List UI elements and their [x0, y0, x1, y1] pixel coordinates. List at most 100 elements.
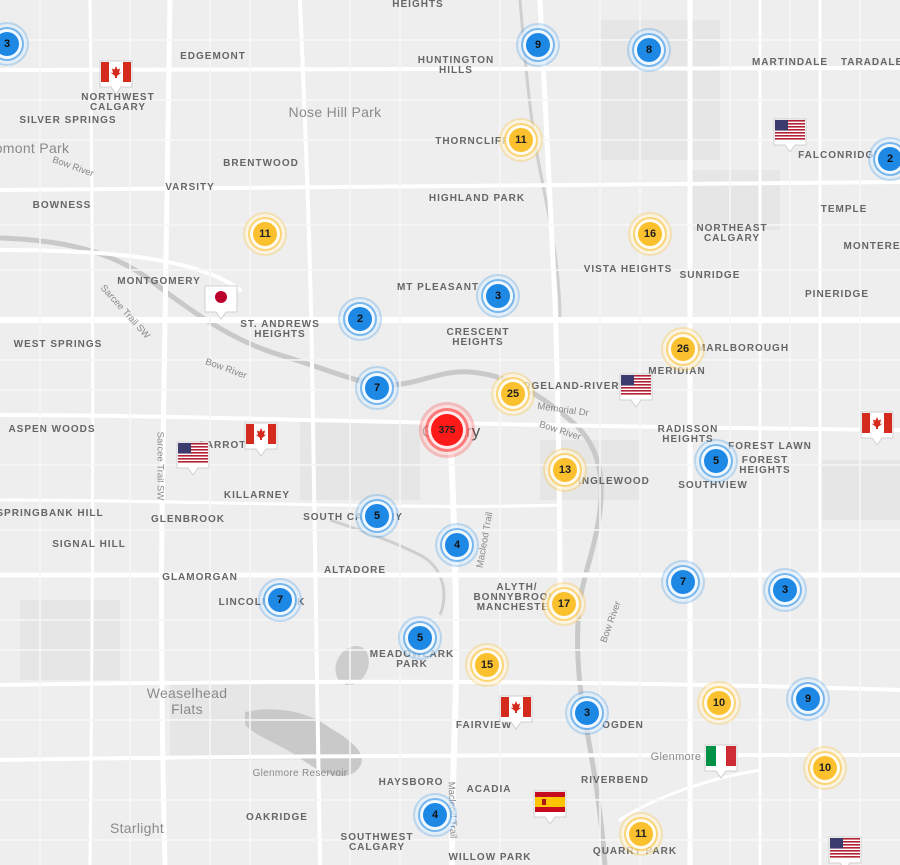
neighbourhood-label: HUNTINGTON HILLS [417, 55, 495, 76]
neighbourhood-label: RADISSON HEIGHTS [657, 424, 719, 445]
neighbourhood-label: NORTHWEST CALGARY [81, 92, 155, 113]
road-label: Macleod Trail [445, 781, 459, 839]
blue-cluster-marker[interactable]: 5 [704, 449, 728, 473]
neighbourhood-label: VARSITY [165, 182, 215, 193]
blue-cluster-marker[interactable]: 2 [878, 147, 900, 171]
yellow-cluster-marker[interactable]: 11 [629, 822, 653, 846]
yellow-cluster-marker[interactable]: 13 [553, 458, 577, 482]
cluster-count: 7 [276, 594, 284, 606]
neighbourhood-label: MEADOWLARK PARK [369, 649, 455, 670]
usa-flag-marker[interactable] [828, 836, 862, 865]
cluster-count: 375 [438, 424, 456, 436]
neighbourhood-label: WILLOW PARK [448, 852, 532, 863]
usa-flag-marker[interactable] [176, 441, 210, 481]
neighbourhood-label: MARLBOROUGH [696, 343, 790, 354]
canada-flag-marker[interactable] [860, 411, 894, 451]
neighbourhood-label: HIGHLAND PARK [428, 193, 526, 204]
cluster-count: 2 [356, 313, 364, 325]
neighbourhood-label: CRESCENT HEIGHTS [446, 327, 510, 348]
cluster-count: 13 [558, 464, 572, 476]
neighbourhood-label: MONTERE [843, 241, 900, 252]
canada-flag-marker[interactable] [99, 60, 133, 100]
blue-cluster-marker[interactable]: 3 [486, 284, 510, 308]
cluster-count: 9 [534, 39, 542, 51]
park-label: Starlight [109, 820, 165, 836]
neighbourhood-label: RIVERBEND [581, 775, 649, 786]
neighbourhood-label: OGDEN [602, 720, 644, 731]
usa-flag-marker[interactable] [773, 118, 807, 158]
neighbourhood-label: ACADIA [466, 784, 512, 795]
japan-flag-marker[interactable] [204, 285, 238, 325]
neighbourhood-label: INGLEWOOD [578, 476, 650, 487]
neighbourhood-label: SUNRIDGE [679, 270, 741, 281]
park-label: Glenmore [650, 751, 702, 763]
neighbourhood-label: HEIGHTS [392, 0, 444, 10]
blue-cluster-marker[interactable]: 4 [423, 803, 447, 827]
spain-flag-marker[interactable] [533, 790, 567, 830]
neighbourhood-label: SPRINGBANK HILL [0, 508, 104, 519]
blue-cluster-marker[interactable]: 7 [268, 588, 292, 612]
neighbourhood-label: OAKRIDGE [246, 812, 308, 823]
yellow-cluster-marker[interactable]: 10 [707, 691, 731, 715]
blue-cluster-marker[interactable]: 3 [773, 578, 797, 602]
yellow-cluster-marker[interactable]: 25 [501, 382, 525, 406]
yellow-cluster-marker[interactable]: 10 [813, 756, 837, 780]
neighbourhood-label: SOUTHWEST CALGARY [340, 832, 414, 853]
blue-cluster-marker[interactable]: 4 [445, 533, 469, 557]
blue-cluster-marker[interactable]: 5 [365, 504, 389, 528]
cluster-count: 4 [431, 809, 439, 821]
neighbourhood-label: GLAMORGAN [162, 572, 238, 583]
cluster-count: 3 [494, 290, 502, 302]
blue-cluster-marker[interactable]: 3 [575, 701, 599, 725]
neighbourhood-label: PINERIDGE [804, 289, 870, 300]
cluster-count: 9 [804, 693, 812, 705]
neighbourhood-label: FALCONRIDGE [798, 150, 882, 161]
yellow-cluster-marker[interactable]: 15 [475, 653, 499, 677]
road-label: Sarcee Trail SW [154, 431, 166, 501]
neighbourhood-label: LINCOLN PARK [218, 597, 306, 608]
yellow-cluster-marker[interactable]: 11 [509, 128, 533, 152]
cluster-count: 16 [643, 228, 657, 240]
neighbourhood-label: MARTINDALE [751, 57, 829, 68]
park-label: Glenmore Reservoir [252, 768, 348, 779]
cluster-count: 3 [781, 584, 789, 596]
neighbourhood-label: FOREST HEIGHTS [739, 455, 791, 476]
cluster-count: 3 [583, 707, 591, 719]
blue-cluster-marker[interactable]: 5 [408, 626, 432, 650]
cluster-count: 10 [712, 697, 726, 709]
blue-cluster-marker[interactable]: 2 [348, 307, 372, 331]
neighbourhood-label: VISTA HEIGHTS [583, 264, 673, 275]
blue-cluster-marker[interactable]: 3 [0, 32, 19, 56]
cluster-count: 2 [886, 153, 894, 165]
neighbourhood-label: BOWNESS [32, 200, 92, 211]
neighbourhood-label: QUARRY PARK [592, 846, 678, 857]
neighbourhood-label: FAIRVIEW [455, 720, 513, 731]
cluster-count: 11 [635, 828, 647, 840]
neighbourhood-label: ALTADORE [323, 565, 387, 576]
blue-cluster-marker[interactable]: 9 [526, 33, 550, 57]
red-cluster-marker[interactable]: 375 [431, 414, 463, 446]
neighbourhood-label: SIGNAL HILL [52, 539, 126, 550]
cluster-count: 3 [3, 38, 11, 50]
canada-flag-marker[interactable] [499, 695, 533, 735]
neighbourhood-label: ASPEN WOODS [8, 424, 96, 435]
neighbourhood-label: HAYSBORO [378, 777, 444, 788]
blue-cluster-marker[interactable]: 9 [796, 687, 820, 711]
blue-cluster-marker[interactable]: 8 [637, 38, 661, 62]
blue-cluster-marker[interactable]: 7 [671, 570, 695, 594]
yellow-cluster-marker[interactable]: 26 [671, 337, 695, 361]
cluster-count: 17 [557, 598, 571, 610]
neighbourhood-label: FOREST LAWN [728, 441, 812, 452]
neighbourhood-label: TEMPLE [820, 204, 868, 215]
cluster-count: 26 [676, 343, 690, 355]
neighbourhood-label: EDGEMONT [180, 51, 246, 62]
yellow-cluster-marker[interactable]: 16 [638, 222, 662, 246]
canada-flag-marker[interactable] [244, 422, 278, 462]
blue-cluster-marker[interactable]: 7 [365, 376, 389, 400]
yellow-cluster-marker[interactable]: 11 [253, 222, 277, 246]
usa-flag-marker[interactable] [619, 373, 653, 413]
italy-flag-marker[interactable] [704, 744, 738, 784]
yellow-cluster-marker[interactable]: 17 [552, 592, 576, 616]
neighbourhood-label: MONTGOMERY [117, 276, 201, 287]
